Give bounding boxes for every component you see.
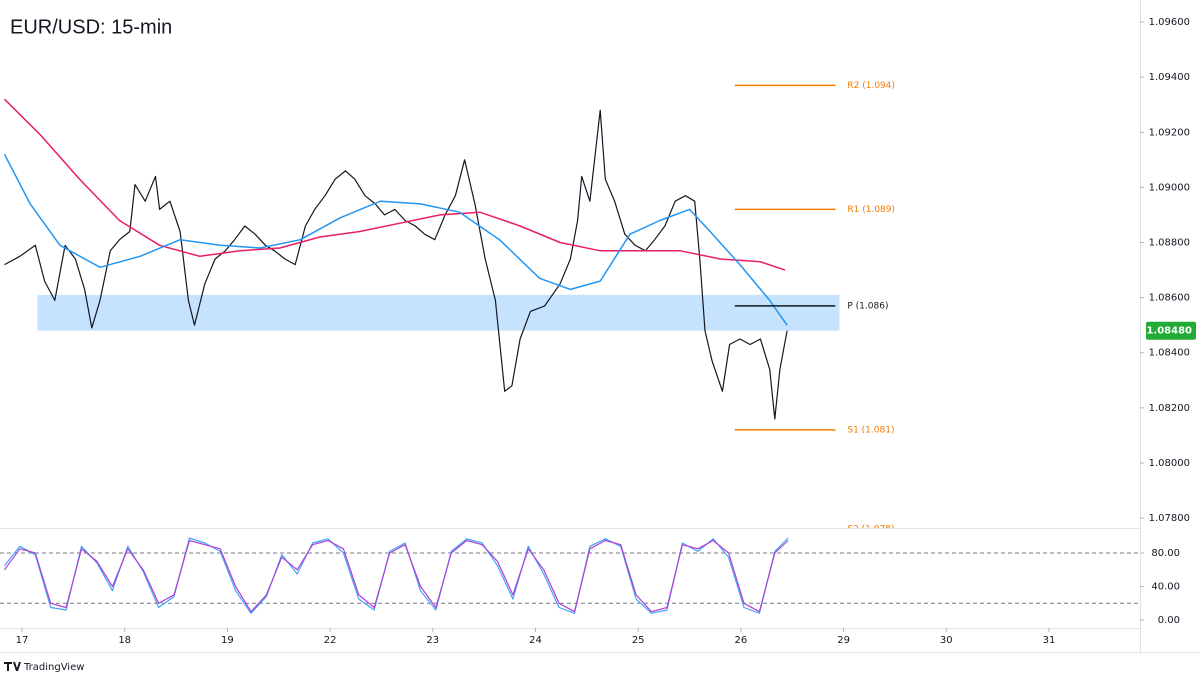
x-tick-label: 26 xyxy=(735,635,748,646)
y-tick-label: 40.00 xyxy=(1151,582,1180,593)
oscillator-pane xyxy=(0,537,1140,614)
y-tick-label: 1.07800 xyxy=(1149,513,1190,524)
pivot-label: S2 (1.078) xyxy=(847,525,894,535)
price-pane: R2 (1.094) R1 (1.089) P (1.086) S1 (1.081) S… xyxy=(3,81,895,535)
x-tick-label: 31 xyxy=(1043,635,1056,646)
y-tick-label: 1.08800 xyxy=(1149,238,1190,249)
x-tick-label: 23 xyxy=(426,635,439,646)
series-line xyxy=(3,153,788,326)
pivot-label: R1 (1.089) xyxy=(847,205,895,215)
y-tick-label: 80.00 xyxy=(1151,548,1180,559)
y-tick-label: 1.08600 xyxy=(1149,293,1190,304)
y-tick-label: 0.00 xyxy=(1158,615,1180,626)
x-tick-label: 18 xyxy=(118,635,131,646)
pivot-label: R2 (1.094) xyxy=(847,81,895,91)
x-tick-label: 17 xyxy=(16,635,29,646)
y-tick-label: 1.08400 xyxy=(1149,348,1190,359)
x-tick-label: 25 xyxy=(632,635,645,646)
y-tick-label: 1.08200 xyxy=(1149,403,1190,414)
last-price-label: 1.08480 xyxy=(1146,326,1192,337)
brand-name: TradingView xyxy=(23,662,84,673)
x-tick-label: 24 xyxy=(529,635,542,646)
x-tick-label: 19 xyxy=(221,635,234,646)
axes: 1.07800 1.08000 1.08200 1.08400 1.08600 1.088… xyxy=(16,17,1196,646)
y-tick-label: 1.09000 xyxy=(1149,182,1190,193)
y-tick-label: 1.08000 xyxy=(1149,458,1190,469)
y-tick-label: 1.09400 xyxy=(1149,72,1190,83)
brand-logo xyxy=(4,662,21,671)
x-tick-label: 29 xyxy=(837,635,850,646)
x-tick-label: 22 xyxy=(324,635,337,646)
y-tick-label: 1.09600 xyxy=(1149,17,1190,28)
x-tick-label: 30 xyxy=(940,635,953,646)
series-line xyxy=(4,539,789,613)
last-price-tag xyxy=(1146,321,1196,340)
chart-title: EUR/USD: 15-min xyxy=(10,16,172,38)
pivot-label: P (1.086) xyxy=(847,301,888,311)
support-zone xyxy=(37,294,840,331)
series-line xyxy=(4,109,788,420)
pivot-label: S1 (1.081) xyxy=(847,425,894,435)
y-tick-label: 1.09200 xyxy=(1149,127,1190,138)
series-line xyxy=(3,98,786,271)
